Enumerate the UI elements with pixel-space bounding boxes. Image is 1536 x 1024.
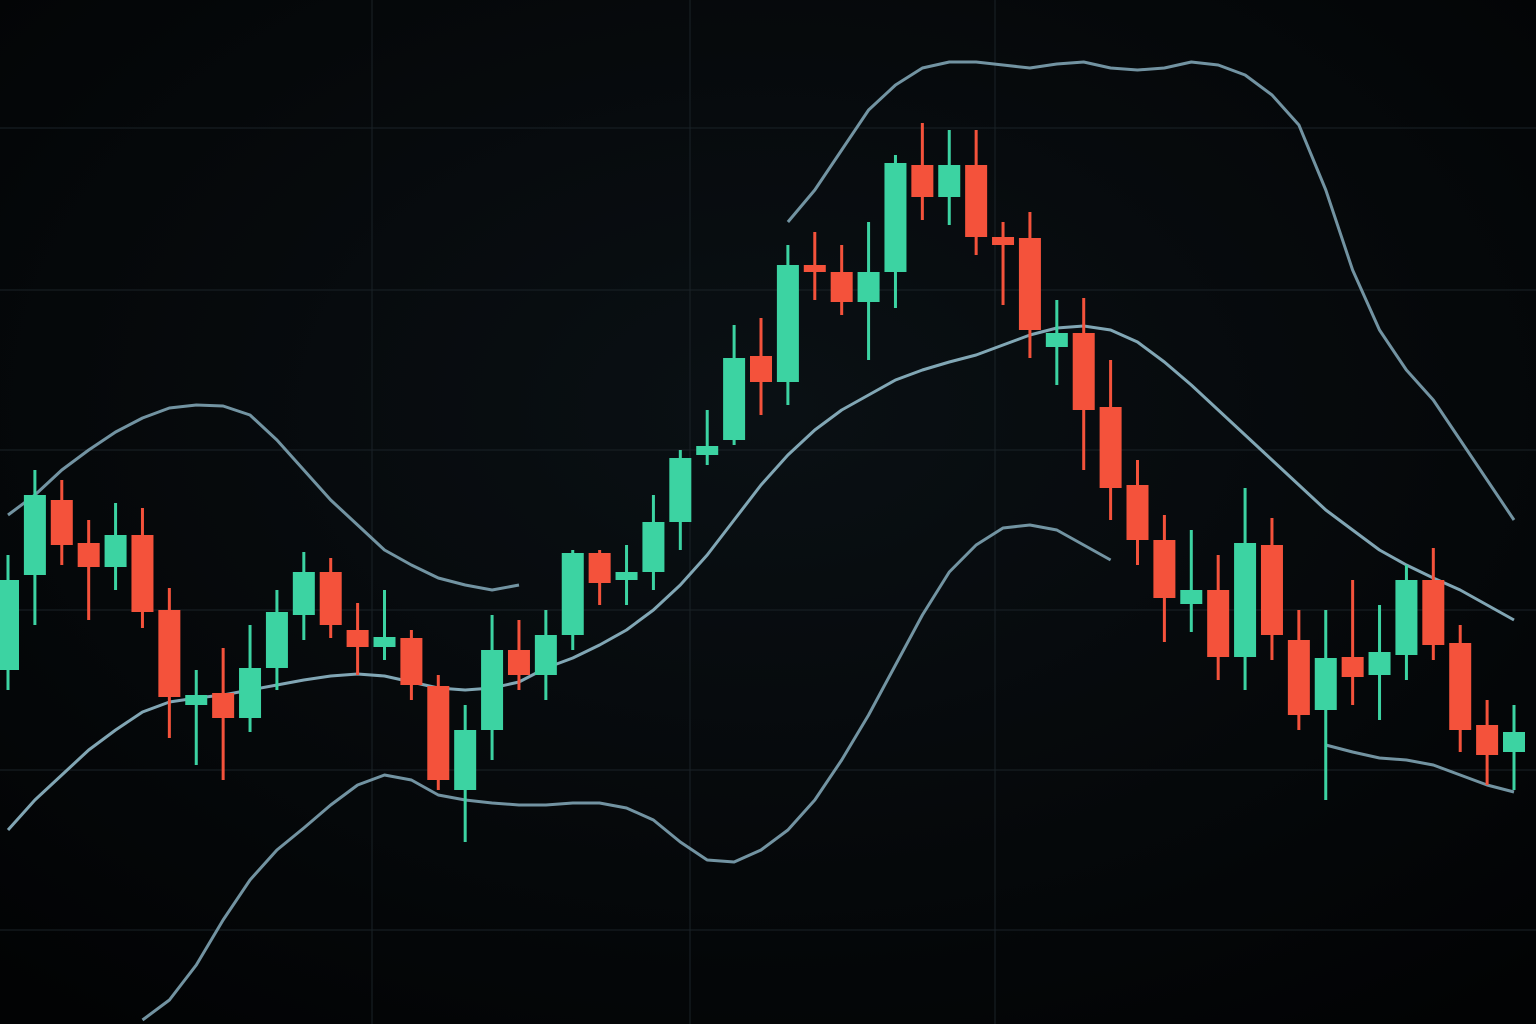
- candle-body: [1341, 657, 1364, 677]
- candle-body: [830, 272, 853, 302]
- candle-body: [1368, 652, 1391, 675]
- candle-body: [1045, 333, 1068, 347]
- candle-body: [696, 446, 719, 455]
- candle-body: [857, 272, 880, 302]
- candle-body: [319, 572, 342, 625]
- candle-body: [185, 695, 208, 705]
- candle-body: [265, 612, 288, 668]
- candle-body: [1503, 732, 1525, 752]
- candle-body: [212, 693, 235, 718]
- band-line: [141, 523, 1515, 1022]
- candle-body: [1449, 643, 1472, 730]
- candle-body: [50, 500, 73, 545]
- candle-body: [400, 638, 423, 685]
- candle-body: [77, 543, 100, 567]
- candle-body: [131, 535, 154, 612]
- candle-body: [427, 686, 450, 780]
- candle-body: [750, 356, 772, 382]
- candle-body: [373, 637, 396, 647]
- candle-body: [1153, 540, 1176, 598]
- candle-body: [642, 522, 665, 572]
- candle-body: [992, 237, 1015, 245]
- band-line: [7, 60, 1516, 592]
- candle-body: [346, 630, 369, 647]
- candle-body: [561, 553, 584, 635]
- candle-body: [1207, 590, 1230, 657]
- candle-body: [776, 265, 799, 382]
- candle-body: [803, 265, 826, 272]
- candle-body: [723, 358, 746, 440]
- candle-body: [1314, 658, 1337, 710]
- candle-body: [534, 635, 557, 675]
- candle-body: [23, 495, 46, 575]
- candle-body: [239, 668, 262, 718]
- candle-body: [1422, 580, 1445, 645]
- candle-body: [1018, 238, 1041, 330]
- candle-body: [1476, 725, 1499, 755]
- candle-body: [615, 572, 638, 580]
- candle-body: [588, 553, 611, 583]
- candle-body: [965, 165, 988, 237]
- candle-body: [481, 650, 504, 730]
- candle-body: [1395, 580, 1418, 655]
- candle-body: [507, 650, 530, 675]
- candle-body: [1072, 333, 1095, 410]
- candle-body: [911, 165, 934, 197]
- candle-body: [669, 458, 692, 522]
- candle-body: [1180, 590, 1203, 604]
- candle-body: [884, 163, 907, 272]
- candle-body: [292, 572, 315, 615]
- candle-body: [1287, 640, 1310, 715]
- candle-body: [1126, 485, 1149, 540]
- candle-body: [1234, 543, 1257, 657]
- candle-body: [938, 165, 961, 197]
- candle-body: [0, 580, 19, 670]
- candle-body: [454, 730, 477, 790]
- candle-body: [158, 610, 181, 697]
- candle-body: [104, 535, 127, 567]
- candle-body: [1099, 407, 1122, 488]
- candle-body: [1260, 545, 1283, 635]
